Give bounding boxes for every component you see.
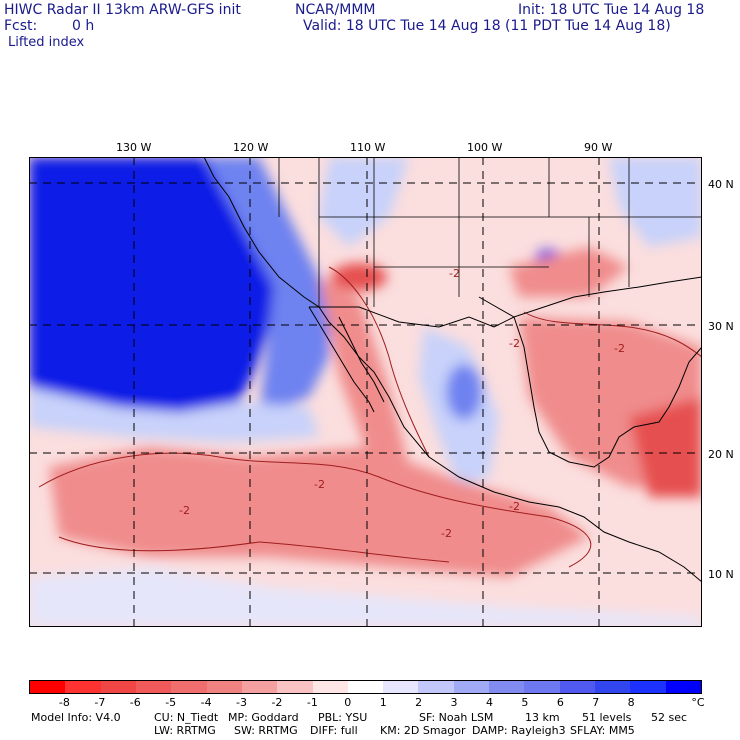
color-scale-label: 7: [592, 696, 600, 709]
timestep: 52 sec: [651, 711, 688, 724]
color-scale-swatch: [559, 681, 595, 693]
contour-label: -2: [509, 337, 520, 350]
color-scale-swatch: [453, 681, 490, 693]
interior-stable-region: [319, 157, 409, 247]
pacific-itcz-unstable: [49, 447, 589, 577]
surface-scheme: SF: Noah LSM: [419, 711, 494, 724]
color-scale-unit: °C: [691, 696, 705, 709]
color-scale-label: 6: [556, 696, 564, 709]
color-scale-swatch: [595, 681, 631, 693]
contour-line-gulf: [523, 311, 702, 358]
color-scale-swatch: [171, 681, 207, 693]
grid-spacing: 13 km: [525, 711, 560, 724]
color-scale-swatch: [524, 681, 560, 693]
eddy-coefficient-option: KM: 2D Smagor: [380, 724, 466, 737]
ocean-light-stable-band: [29, 387, 319, 442]
damping-option: DAMP: Rayleigh3: [472, 724, 566, 737]
lat-label-40n: 40 N: [708, 178, 734, 191]
contour-label: -2: [314, 478, 325, 491]
us-mexico-border: [309, 306, 515, 328]
baja-east-coast: [338, 316, 385, 403]
color-scale-swatch: [206, 681, 242, 693]
color-scale-label: 4: [485, 696, 493, 709]
lat-label-30n: 30 N: [708, 320, 734, 333]
contour-line-north: [38, 452, 592, 568]
color-scale-label: 0: [344, 696, 352, 709]
color-scale-swatch: [277, 681, 313, 693]
color-scale-label: -2: [271, 696, 283, 709]
color-scale-swatch: [665, 681, 701, 693]
plateau-stable-core: [446, 364, 482, 420]
lon-label-130w: 130 W: [116, 141, 152, 154]
color-scale-bar: [29, 680, 702, 694]
diffusion-option: DIFF: full: [310, 724, 358, 737]
color-scale-label: -6: [129, 696, 141, 709]
org-label: NCAR/MMM: [295, 2, 376, 18]
northeast-stable-region: [609, 157, 702, 247]
color-scale-label: 2: [415, 696, 423, 709]
lifted-index-map: -2 -2 -2 -2 -2 -2 -2: [29, 157, 702, 627]
pacific-coastline: [203, 157, 702, 583]
color-scale-swatch: [312, 681, 348, 693]
southwest-unstable-core: [331, 263, 387, 291]
lon-label-120w: 120 W: [233, 141, 269, 154]
model-title: HIWC Radar II 13km ARW-GFS init: [4, 2, 241, 18]
coastal-stable-region: [204, 157, 329, 417]
color-scale-label: -3: [236, 696, 247, 709]
color-scale-swatch: [489, 681, 525, 693]
baja-west-coast: [308, 306, 375, 413]
contour-line-south: [58, 536, 450, 563]
longwave-scheme: LW: RRTMG: [154, 724, 216, 737]
color-scale-swatch: [135, 681, 172, 693]
contour-label: -2: [614, 342, 625, 355]
model-info: Model Info: V4.0: [31, 711, 121, 724]
init-time: Init: 18 UTC Tue 14 Aug 18: [518, 2, 705, 18]
shortwave-scheme: SW: RRTMG: [234, 724, 298, 737]
contour-line-baja: [328, 266, 430, 458]
field-name: Lifted index: [8, 35, 85, 50]
color-scale-label: 8: [627, 696, 635, 709]
lon-label-100w: 100 W: [467, 141, 503, 154]
pbl-scheme: PBL: YSU: [318, 711, 368, 724]
ocean-stable-region: [29, 157, 274, 412]
vertical-levels: 51 levels: [582, 711, 632, 724]
color-scale-swatch: [347, 681, 384, 693]
color-scale-label: -5: [165, 696, 177, 709]
caribbean-unstable-core: [629, 397, 702, 497]
color-scale-swatch: [65, 681, 101, 693]
color-scale-label: -7: [94, 696, 106, 709]
color-scale-swatch: [30, 681, 66, 693]
lat-label-20n: 20 N: [708, 448, 734, 461]
fcst-label: Fcst:: [4, 18, 38, 34]
color-scale-swatch: [383, 681, 419, 693]
map-frame: [29, 157, 702, 627]
color-scale-label: -1: [306, 696, 318, 709]
color-scale-label: -4: [200, 696, 212, 709]
microphysics-scheme: MP: Goddard: [228, 711, 299, 724]
color-scale-swatch: [100, 681, 136, 693]
color-scale-swatch: [241, 681, 278, 693]
fcst-value: 0 h: [72, 18, 95, 34]
color-scale-swatch: [630, 681, 666, 693]
lat-label-10n: 10 N: [708, 568, 734, 581]
valid-time: Valid: 18 UTC Tue 14 Aug 18 (11 PDT Tue …: [303, 18, 671, 34]
southern-light-band: [29, 567, 702, 627]
contour-label: -2: [179, 504, 190, 517]
color-scale-label: 1: [379, 696, 387, 709]
contour-label: -2: [509, 500, 520, 513]
lon-label-110w: 110 W: [350, 141, 386, 154]
surface-layer-option: SFLAY: MM5: [570, 724, 635, 737]
color-scale-label: -8: [58, 696, 70, 709]
state-borders: [278, 157, 702, 307]
color-scale-swatch: [418, 681, 454, 693]
cumulus-scheme: CU: N_Tiedt: [154, 711, 219, 724]
map-canvas: -2 -2 -2 -2 -2 -2 -2: [29, 157, 702, 627]
gulf-coastline: [513, 316, 702, 468]
contour-label: -2: [441, 527, 452, 540]
color-scale-label: 3: [450, 696, 458, 709]
contour-label: -2: [449, 267, 460, 280]
color-scale-label: 5: [521, 696, 529, 709]
lon-label-90w: 90 W: [584, 141, 613, 154]
